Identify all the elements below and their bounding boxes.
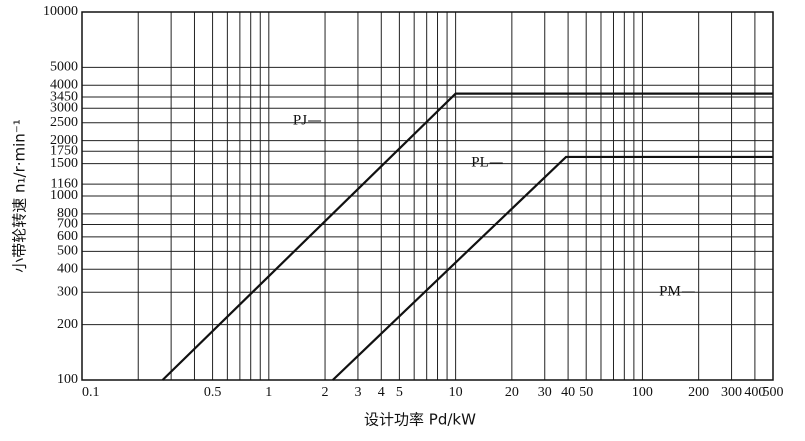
x-tick-label: 50 [579, 385, 593, 400]
y-tick-label: 1500 [50, 156, 78, 171]
x-tick-label: 300 [721, 385, 742, 400]
x-tick-label: 400 [744, 385, 765, 400]
x-tick-label: 3 [354, 385, 361, 400]
x-tick-label: 4 [378, 385, 385, 400]
x-axis-label: 设计功率 Pd/kW [364, 411, 476, 429]
series-line [161, 92, 773, 381]
y-tick-label: 10000 [43, 4, 78, 19]
x-tick-label: 40 [561, 385, 575, 400]
x-tick-label: 1 [265, 385, 272, 400]
y-tick-label: 100 [57, 372, 78, 387]
x-tick-label: 200 [688, 385, 709, 400]
y-tick-label: 500 [57, 244, 78, 259]
y-tick-label: 3000 [50, 100, 78, 115]
y-tick-label: 400 [57, 261, 78, 276]
x-tick-label: 100 [632, 385, 653, 400]
series-line [332, 155, 773, 381]
y-tick-label: 700 [57, 217, 78, 232]
x-tick-label: 30 [538, 385, 552, 400]
x-tick-label: 10 [449, 385, 463, 400]
y-tick-label: 200 [57, 317, 78, 332]
x-tick-label: 5 [396, 385, 403, 400]
y-tick-label: 1000 [50, 188, 78, 203]
y-tick-label: 1750 [50, 143, 78, 158]
x-tick-label: 0.1 [82, 385, 100, 400]
series-label: PM [659, 283, 681, 299]
series-label: PL [471, 154, 489, 170]
y-tick-label: 2500 [50, 115, 78, 130]
y-tick-label: 300 [57, 284, 78, 299]
y-tick-label: 3450 [50, 89, 78, 104]
series-label: PJ [293, 112, 307, 128]
y-tick-label: 5000 [50, 60, 78, 75]
x-tick-label: 0.5 [204, 385, 222, 400]
y-tick-label: 4000 [50, 77, 78, 92]
y-tick-label: 1160 [51, 176, 78, 191]
plot-frame [81, 11, 774, 381]
y-axis-label: 小带轮转速 n₁/r·min⁻¹ [11, 119, 29, 273]
x-tick-label: 20 [505, 385, 519, 400]
y-tick-label: 2000 [50, 133, 78, 148]
y-tick-label: 800 [57, 206, 78, 221]
x-tick-label: 500 [763, 385, 784, 400]
x-tick-label: 2 [322, 385, 329, 400]
y-tick-label: 600 [57, 229, 78, 244]
